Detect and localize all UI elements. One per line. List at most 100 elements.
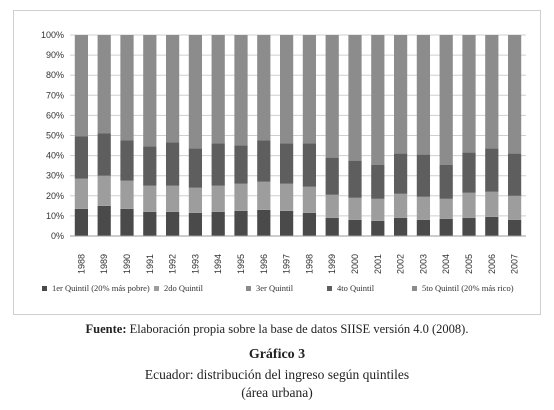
legend-swatch: [327, 286, 332, 291]
legend-swatch: [42, 286, 47, 291]
x-tick-label: 1998: [304, 254, 314, 274]
bar-segment: [462, 152, 476, 193]
y-axis: 0% 10% 20% 30% 40% 50% 60% 70% 80% 90% 100%: [41, 30, 64, 241]
bar-segment: [234, 210, 248, 236]
bar-segment: [234, 183, 248, 211]
source-text: Elaboración propia sobre la base de dato…: [129, 322, 469, 336]
bar-segment: [120, 140, 134, 181]
bar-segment: [462, 35, 476, 153]
x-tick-label: 2003: [418, 254, 428, 274]
bar-segment: [279, 143, 294, 184]
bar-segment: [371, 220, 385, 236]
y-tick-label: 40%: [46, 151, 64, 161]
x-tick-label: 1996: [259, 254, 269, 274]
bar-segment: [439, 35, 453, 165]
legend-swatch: [154, 286, 159, 291]
bar-segment: [120, 35, 134, 141]
bar-segment: [279, 35, 294, 144]
bar-segment: [74, 136, 89, 179]
x-tick-label: 1993: [190, 254, 200, 274]
bar-segment: [393, 217, 408, 236]
bar-segment: [325, 157, 339, 195]
bar-segment: [507, 35, 522, 154]
bar-segment: [439, 198, 453, 219]
chart-frame: 0% 10% 20% 30% 40% 50% 60% 70% 80% 90% 100% 1988 19…: [13, 10, 541, 315]
bar-segment: [143, 211, 157, 236]
bar-segment: [348, 197, 362, 220]
bar-segment: [188, 148, 203, 188]
bar-segment: [97, 133, 111, 176]
figure-subtitle: (área urbana): [241, 385, 313, 400]
bar-segment: [211, 35, 225, 144]
bar-segment: [143, 185, 157, 212]
x-tick-label: 2005: [464, 254, 474, 274]
legend: 1er Quintil (20% más pobre) 2do Quintil 3e…: [42, 283, 514, 293]
y-tick-label: 90%: [46, 50, 64, 60]
bar-segment: [165, 142, 180, 186]
bar-segment: [257, 35, 271, 141]
source-note: Fuente: Elaboración propia sobre la base…: [0, 322, 554, 337]
bar-segment: [188, 187, 203, 213]
x-tick-label: 1995: [236, 254, 246, 274]
x-tick-label: 2001: [373, 254, 383, 274]
bar-segment: [165, 211, 180, 236]
bar-segment: [302, 35, 317, 144]
y-tick-label: 10%: [46, 211, 64, 221]
y-tick-label: 70%: [46, 90, 64, 100]
bar-segment: [97, 175, 111, 206]
legend-swatch: [412, 286, 417, 291]
bar-segment: [325, 217, 339, 236]
y-tick-label: 80%: [46, 70, 64, 80]
bar-segment: [165, 35, 180, 143]
bar-segment: [462, 192, 476, 218]
x-tick-label: 1999: [327, 254, 337, 274]
x-tick-label: 2002: [396, 254, 406, 274]
bar-segment: [211, 185, 225, 212]
legend-label: 5to Quintil (20% más rico): [422, 283, 514, 293]
bar-segment: [325, 35, 339, 158]
bar-segment: [371, 35, 385, 165]
bar-segment: [188, 35, 203, 149]
y-tick-label: 50%: [46, 131, 64, 141]
bar-segment: [416, 35, 431, 155]
bar-segment: [97, 35, 111, 134]
x-tick-label: 1990: [122, 254, 132, 274]
bar-segment: [211, 143, 225, 186]
bar-segment: [439, 164, 453, 199]
x-tick-label: 1989: [99, 254, 109, 274]
bar-segment: [302, 186, 317, 213]
bar-segment: [462, 217, 476, 236]
bar-segment: [74, 208, 89, 236]
bar-segment: [393, 153, 408, 194]
bar-segment: [120, 180, 134, 209]
y-tick-label: 100%: [41, 30, 64, 40]
figure-title: Ecuador: distribución del ingreso según …: [144, 367, 410, 382]
bar-segment: [143, 35, 157, 147]
y-tick-label: 0%: [51, 231, 64, 241]
bar-segment: [257, 140, 271, 182]
legend-label: 3er Quintil: [256, 283, 294, 293]
legend-label: 1er Quintil (20% más pobre): [52, 283, 150, 293]
bar-segment: [257, 181, 271, 210]
x-axis: 1988 1989 1990 1991 1992 1993 1994 1995 1996 1997…: [70, 235, 526, 274]
x-tick-label: 2007: [510, 254, 520, 274]
bar-segment: [143, 146, 157, 186]
bar-segment: [393, 193, 408, 218]
bar-segment: [416, 196, 431, 220]
bar-segment: [393, 35, 408, 154]
bar-segment: [325, 194, 339, 218]
bar-segment: [507, 195, 522, 220]
bar-segment: [165, 185, 180, 212]
bar-segment: [302, 212, 317, 236]
x-tick-label: 2004: [441, 254, 451, 274]
bar-segment: [507, 153, 522, 196]
bar-segment: [485, 216, 499, 236]
y-tick-label: 20%: [46, 191, 64, 201]
bar-segment: [416, 154, 431, 197]
legend-label: 2do Quintil: [164, 283, 204, 293]
y-tick-label: 30%: [46, 171, 64, 181]
x-tick-label: 1991: [145, 254, 155, 274]
bar-segment: [371, 164, 385, 199]
bar-segment: [257, 209, 271, 236]
bar-segment: [439, 218, 453, 236]
